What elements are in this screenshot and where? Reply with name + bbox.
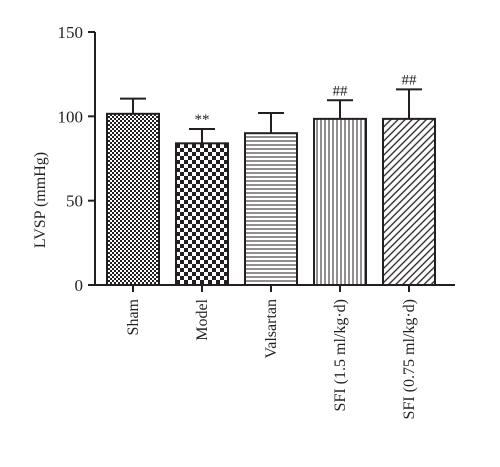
category-label: Sham: [125, 298, 142, 335]
significance-marker: ##: [402, 72, 418, 88]
category-label: Valsartan: [263, 299, 280, 359]
category-label: Model: [194, 298, 211, 340]
bar-0: [106, 112, 160, 287]
y-tick-label: 100: [58, 107, 84, 126]
category-label: SFI (0.75 ml/kg·d): [401, 299, 418, 419]
significance-marker: ##: [333, 83, 349, 99]
category-labels: Sham Model Valsartan SFI (1.5 ml/kg·d) SFI (…: [125, 298, 418, 419]
significance-marker: **: [195, 112, 210, 128]
category-label: SFI (1.5 ml/kg·d): [332, 299, 349, 411]
y-tick-label: 50: [66, 192, 83, 211]
bar-3: [313, 117, 367, 287]
bar-2: [244, 132, 298, 286]
bar-1: [175, 142, 229, 286]
bars: ** ## ##: [106, 72, 436, 287]
y-axis-label: LVSP (mmHg): [32, 152, 49, 248]
y-tick-label: 150: [58, 23, 84, 42]
bar-4: [382, 117, 436, 287]
y-tick-label: 0: [75, 276, 84, 295]
